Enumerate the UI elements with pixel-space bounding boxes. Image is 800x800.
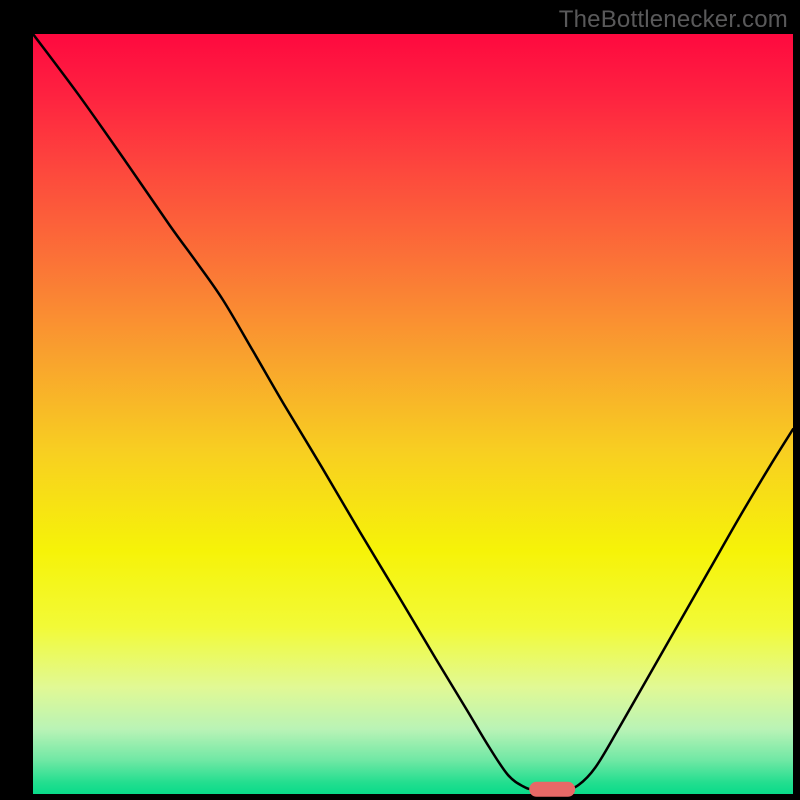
optimal-marker — [529, 782, 575, 796]
curve-layer — [33, 34, 793, 794]
plot-area — [33, 34, 793, 794]
bottleneck-curve — [33, 34, 793, 790]
watermark-text: TheBottlenecker.com — [559, 6, 788, 34]
chart-stage: TheBottlenecker.com — [0, 0, 800, 800]
